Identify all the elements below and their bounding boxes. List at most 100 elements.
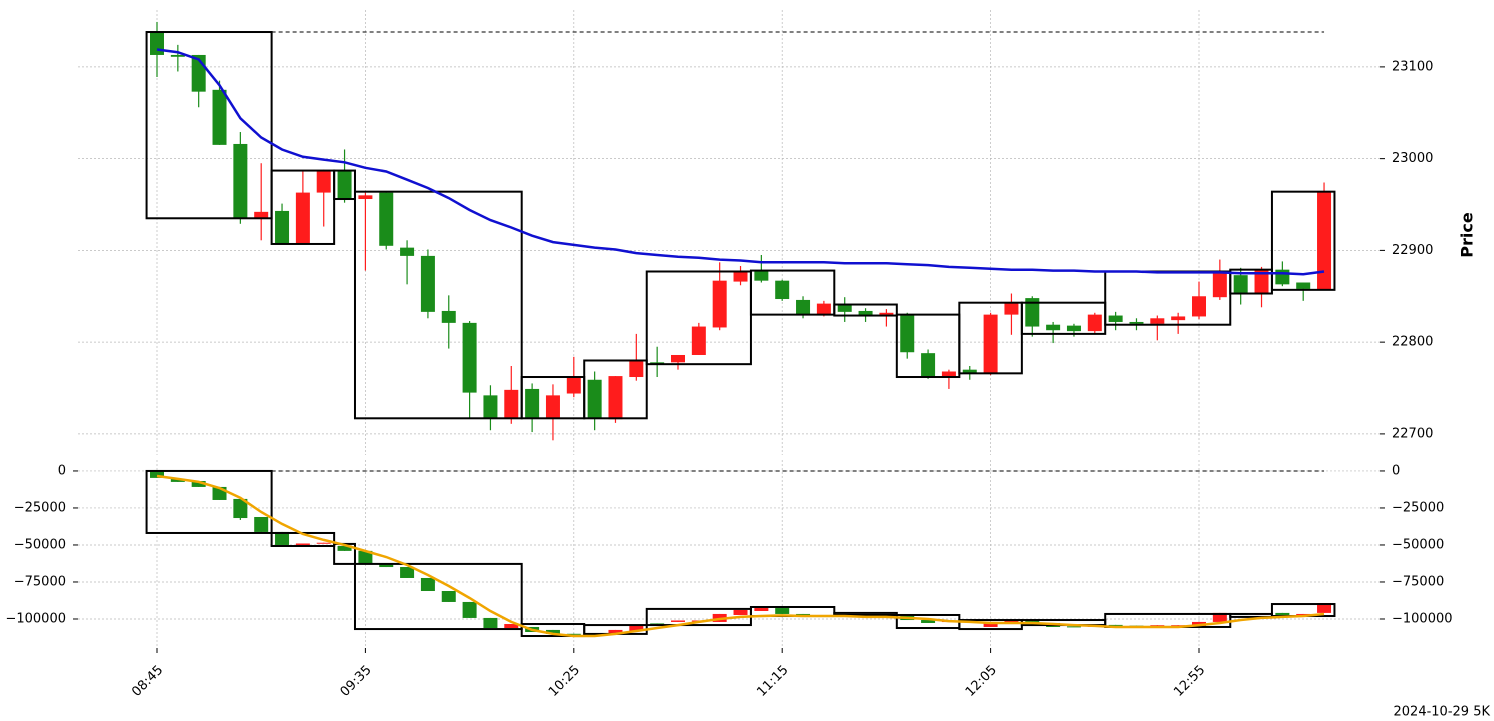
candle-body bbox=[1212, 612, 1227, 622]
candle-body bbox=[316, 542, 331, 544]
box bbox=[1270, 190, 1336, 291]
candle-body bbox=[379, 563, 394, 568]
x-tick-label: 09:35 bbox=[338, 663, 375, 700]
candle-body bbox=[379, 192, 394, 246]
candle-body bbox=[1171, 625, 1186, 627]
box bbox=[583, 359, 648, 420]
candle-body bbox=[191, 481, 206, 487]
candle-body bbox=[358, 550, 373, 564]
x-tick-label: 11:15 bbox=[754, 663, 791, 700]
candle-body bbox=[504, 389, 519, 419]
candle-body bbox=[420, 577, 435, 592]
candle-body bbox=[1317, 602, 1332, 613]
box bbox=[833, 611, 898, 616]
box bbox=[333, 169, 356, 201]
candle-body bbox=[608, 376, 623, 420]
candle-body bbox=[420, 255, 435, 312]
y-tick-label: −50000 bbox=[14, 537, 66, 552]
box bbox=[833, 303, 898, 317]
candle-body bbox=[775, 280, 790, 300]
candle-body bbox=[754, 270, 769, 281]
box bbox=[145, 31, 273, 220]
box bbox=[645, 270, 752, 366]
box bbox=[145, 469, 273, 534]
candle-body bbox=[1171, 316, 1186, 321]
candle-body bbox=[1192, 296, 1206, 317]
candle-body bbox=[233, 143, 248, 219]
candle-body bbox=[462, 322, 477, 393]
candle-body bbox=[1212, 271, 1227, 298]
candle-body bbox=[545, 629, 560, 634]
candle-body bbox=[545, 395, 560, 419]
candle-body bbox=[358, 195, 373, 200]
candle-body bbox=[1108, 624, 1123, 626]
candle-body bbox=[212, 89, 227, 145]
y-axis-label: Price bbox=[1458, 212, 1477, 258]
candle-body bbox=[483, 395, 498, 419]
candle-body bbox=[796, 299, 811, 315]
candle-body bbox=[837, 304, 852, 312]
y-tick-label: −100000 bbox=[5, 611, 66, 626]
x-tick-label: 08:45 bbox=[129, 663, 166, 700]
box bbox=[1104, 270, 1232, 326]
y-tick-label: 22800 bbox=[1392, 335, 1433, 350]
candle-body bbox=[254, 211, 269, 219]
y-tick-label: −75000 bbox=[1392, 574, 1444, 589]
candle-body bbox=[400, 567, 415, 578]
candle-body bbox=[150, 32, 164, 55]
candle-body bbox=[233, 498, 248, 519]
y-tick-label: −25000 bbox=[1392, 500, 1444, 515]
x-tick-label: 10:25 bbox=[546, 663, 583, 700]
candle-body bbox=[1296, 613, 1311, 615]
candle-body bbox=[504, 624, 519, 629]
candle-body bbox=[1150, 318, 1165, 324]
candle-body bbox=[441, 591, 456, 602]
candle-body bbox=[275, 210, 290, 244]
annotation: 2024-10-29 5K bbox=[1394, 705, 1491, 720]
candle-body bbox=[775, 608, 790, 614]
x-tick-label: 12:05 bbox=[963, 663, 1000, 700]
box bbox=[749, 269, 836, 316]
candle-body bbox=[900, 314, 915, 353]
box bbox=[353, 562, 523, 631]
candle-body bbox=[608, 629, 623, 634]
candle-body bbox=[629, 625, 644, 631]
candle-body bbox=[921, 620, 936, 623]
candle-body bbox=[941, 371, 956, 378]
y-tick-label: 22700 bbox=[1392, 426, 1433, 441]
candle-body bbox=[337, 546, 352, 551]
y-tick-label: −100000 bbox=[1392, 611, 1453, 626]
y-tick-label: 0 bbox=[58, 463, 66, 478]
candle-body bbox=[525, 388, 540, 419]
candle-body bbox=[629, 360, 644, 378]
candle-body bbox=[316, 171, 331, 193]
candle-body bbox=[671, 354, 685, 363]
y-tick-label: 0 bbox=[1392, 463, 1400, 478]
x-tick-label: 12:55 bbox=[1171, 663, 1208, 700]
candle-body bbox=[1066, 325, 1081, 332]
candle-body bbox=[275, 531, 290, 545]
candle-body bbox=[754, 608, 769, 611]
candle-body bbox=[733, 609, 748, 615]
candle-body bbox=[587, 379, 602, 419]
candle-body bbox=[462, 601, 477, 618]
candle-body bbox=[712, 280, 727, 328]
candle-body bbox=[1317, 191, 1332, 290]
y-tick-label: 23000 bbox=[1392, 151, 1433, 166]
box bbox=[958, 301, 1023, 375]
candle-body bbox=[337, 171, 352, 200]
candle-body bbox=[441, 310, 456, 323]
candle-body bbox=[1108, 315, 1123, 322]
box bbox=[270, 169, 336, 245]
candle-body bbox=[650, 623, 665, 625]
y-tick-label: −75000 bbox=[14, 574, 66, 589]
candle-body bbox=[150, 470, 164, 478]
candle-body bbox=[254, 516, 269, 532]
candle-body bbox=[1233, 275, 1248, 293]
candle-body bbox=[733, 271, 748, 282]
candle-body bbox=[879, 312, 894, 315]
candle-body bbox=[295, 192, 310, 244]
candle-body bbox=[1066, 626, 1081, 628]
y-tick-label: −50000 bbox=[1392, 537, 1444, 552]
